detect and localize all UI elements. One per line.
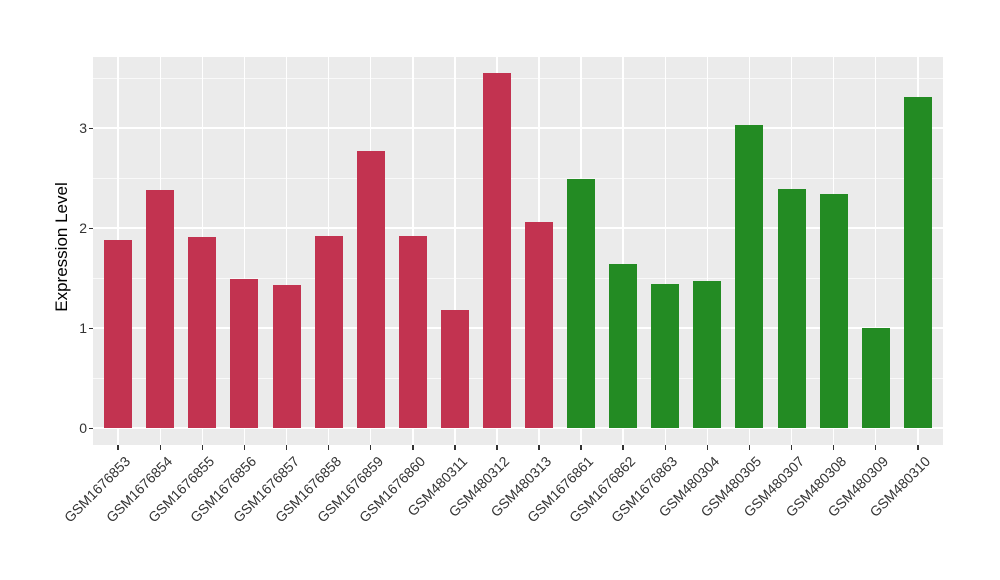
gridline-major-vertical — [874, 57, 877, 445]
gridline-major-vertical — [622, 57, 624, 445]
x-axis-tick — [243, 445, 246, 450]
bar-GSM1676853 — [104, 240, 133, 429]
x-axis-tick — [412, 445, 414, 450]
bar-GSM1676859 — [356, 151, 385, 429]
y-axis-tick-label: 3 — [79, 120, 87, 137]
bar-GSM480309 — [861, 328, 890, 429]
plot-panel — [93, 57, 943, 445]
x-axis-tick — [874, 445, 877, 450]
y-axis-title: Expression Level — [52, 182, 71, 312]
bar-GSM480311 — [440, 310, 469, 429]
gridline-minor-horizontal — [93, 377, 943, 379]
bar-GSM480310 — [903, 97, 932, 429]
gridline-major-vertical — [285, 57, 288, 445]
x-axis-tick — [117, 445, 119, 450]
bar-GSM1676856 — [230, 279, 259, 429]
x-axis-tick — [538, 445, 540, 450]
bar-GSM480313 — [525, 222, 554, 429]
gridline-minor-horizontal — [93, 77, 943, 79]
y-axis-tick — [89, 127, 93, 130]
x-axis-tick — [748, 445, 751, 450]
y-axis-tick-label: 2 — [79, 220, 87, 237]
x-axis-tick — [664, 445, 667, 450]
y-axis-tick — [89, 427, 93, 430]
bar-GSM1676855 — [188, 237, 217, 429]
gridline-major-horizontal — [93, 427, 943, 430]
x-axis-tick — [496, 445, 498, 450]
gridline-major-vertical — [664, 57, 667, 445]
x-axis-tick — [580, 445, 582, 450]
y-axis-tick — [89, 227, 93, 230]
bar-GSM1676860 — [398, 236, 427, 429]
x-axis-tick — [832, 445, 835, 450]
x-axis-tick — [454, 445, 456, 450]
bar-GSM1676858 — [314, 236, 343, 429]
gridline-major-vertical — [454, 57, 456, 445]
bar-GSM1676863 — [651, 284, 680, 429]
x-axis-tick — [917, 445, 919, 450]
bar-GSM480308 — [819, 194, 848, 429]
gridline-minor-horizontal — [93, 277, 943, 279]
bar-GSM1676861 — [567, 179, 596, 429]
gridline-major-horizontal — [93, 327, 943, 330]
gridline-major-horizontal — [93, 127, 943, 130]
x-axis-tick — [706, 445, 709, 450]
bar-GSM480305 — [735, 125, 764, 429]
bar-GSM1676854 — [146, 190, 175, 429]
gridline-major-horizontal — [93, 227, 943, 230]
x-axis-tick — [159, 445, 162, 450]
y-axis-tick — [89, 327, 93, 330]
bar-GSM480307 — [777, 189, 806, 429]
x-axis-tick — [285, 445, 288, 450]
bar-GSM1676857 — [272, 285, 301, 429]
y-axis-tick-label: 1 — [79, 320, 87, 337]
y-axis-tick-label: 0 — [79, 420, 87, 437]
x-axis-tick — [790, 445, 793, 450]
x-axis-tick — [622, 445, 624, 450]
x-axis-tick — [327, 445, 330, 450]
gridline-major-vertical — [243, 57, 246, 445]
x-axis-tick — [369, 445, 372, 450]
gridline-minor-horizontal — [93, 177, 943, 179]
x-axis-tick — [201, 445, 204, 450]
bar-GSM480304 — [693, 281, 722, 429]
bar-GSM480312 — [482, 73, 511, 429]
gridline-major-vertical — [706, 57, 709, 445]
bar-GSM1676862 — [609, 264, 638, 429]
